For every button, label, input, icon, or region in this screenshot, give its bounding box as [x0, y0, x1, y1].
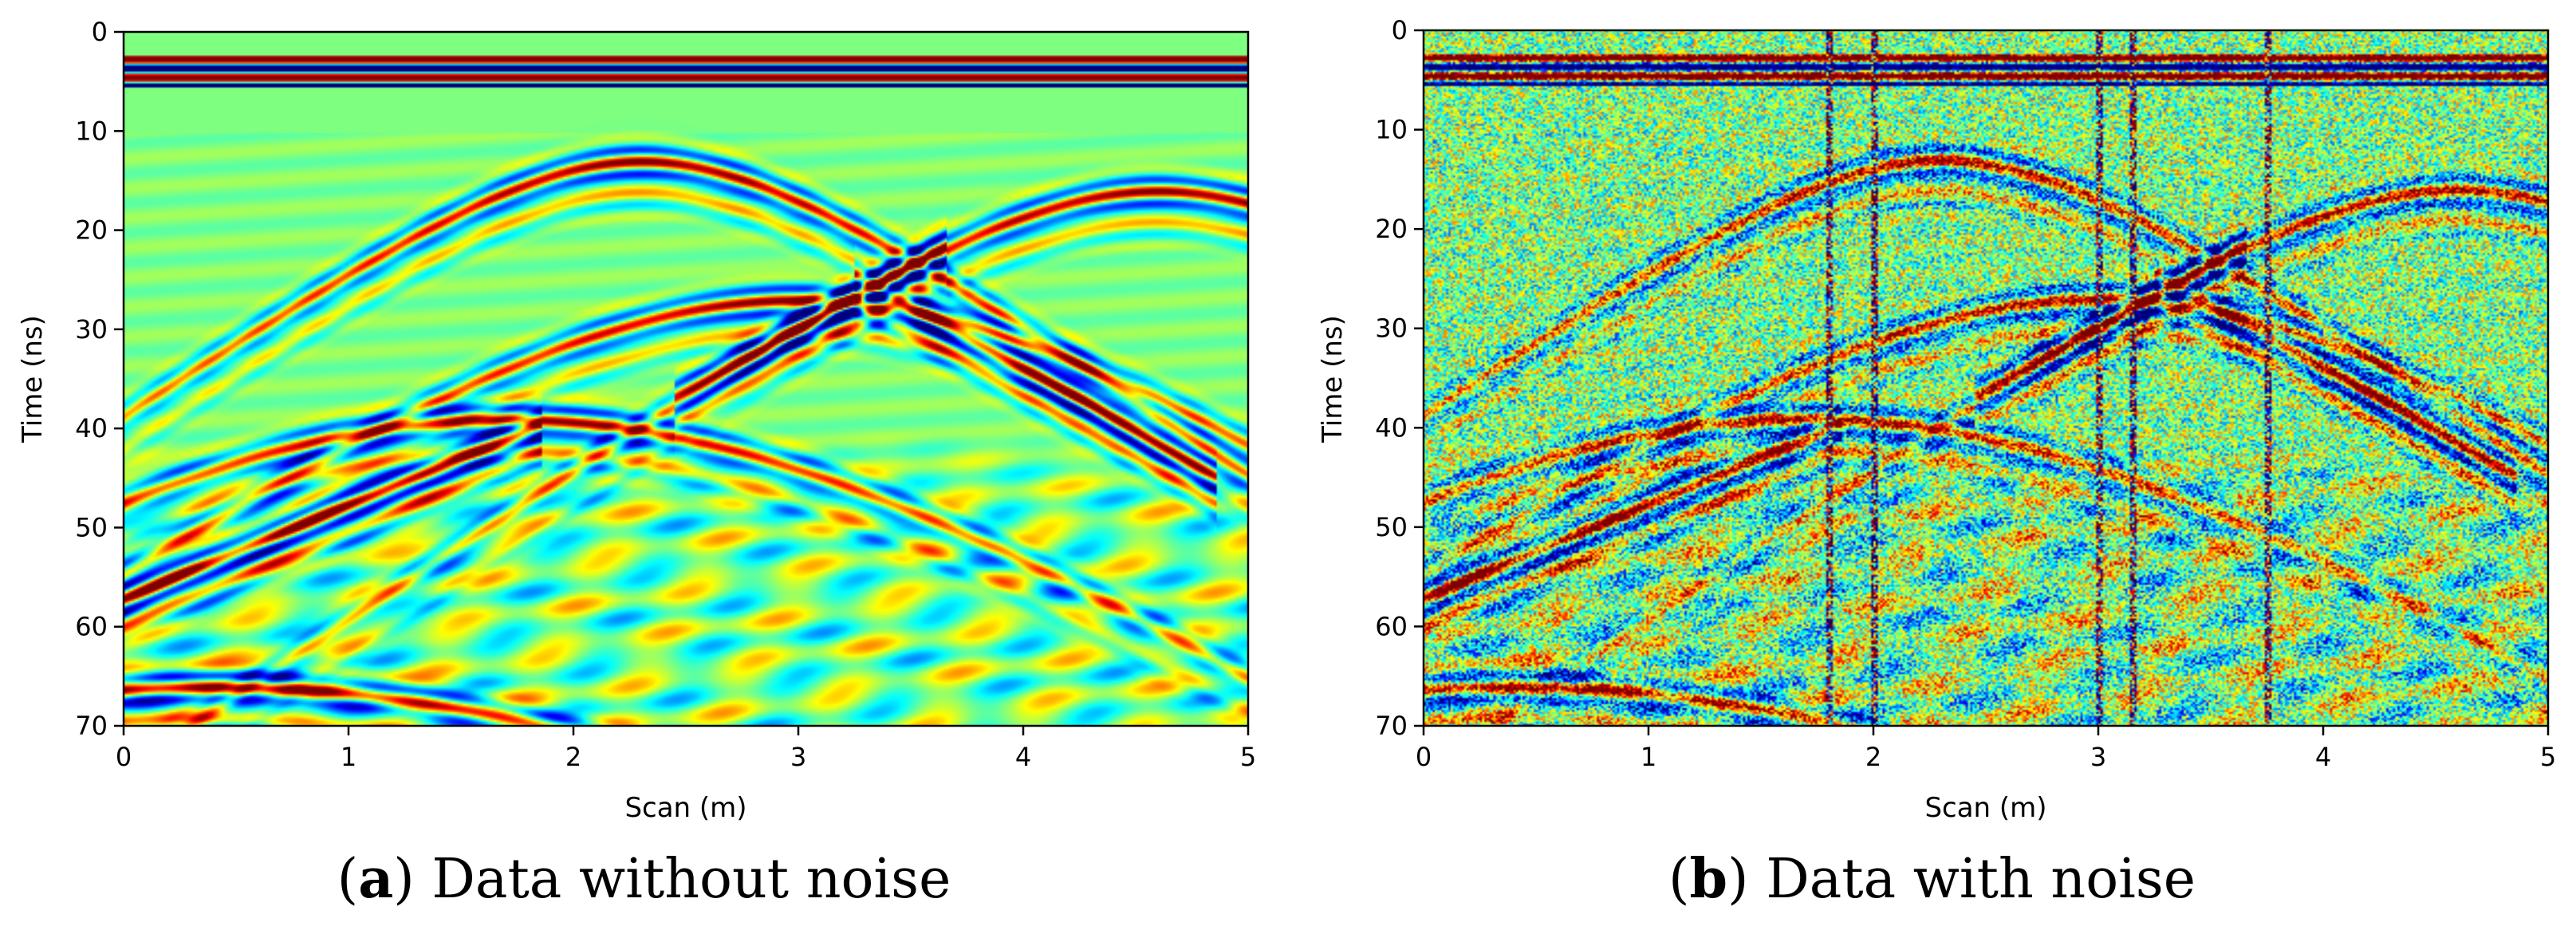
plot-area-a [122, 30, 1250, 727]
y-tick-label-a: 50 [75, 512, 108, 542]
caption-text-a: Data without noise [431, 848, 951, 911]
plot-area-b [1422, 29, 2550, 727]
y-tick-label-a: 10 [75, 116, 108, 146]
y-tick-label-a: 0 [92, 17, 108, 47]
y-tick-label-a: 70 [75, 711, 108, 741]
x-tick-label-b: 3 [2090, 742, 2106, 772]
y-tick-label-a: 30 [75, 314, 108, 345]
y-tick-label-b: 50 [1375, 512, 1408, 542]
x-tick-label-b: 2 [1865, 742, 1881, 772]
x-tick-label-a: 2 [565, 742, 581, 772]
x-tick-label-a: 1 [341, 742, 356, 772]
y-tick-label-b: 10 [1375, 115, 1408, 145]
y-tick-label-b: 70 [1375, 711, 1408, 741]
panel-a: 0 1 2 3 4 5 0 10 20 30 40 50 60 70 Scan (m) Time (ns)… [17, 17, 1256, 911]
x-tick-label-a: 3 [790, 742, 806, 772]
x-tick-label-b: 4 [2315, 742, 2331, 772]
plot-frame-a [122, 30, 1250, 727]
y-tick-label-b: 60 [1375, 611, 1408, 641]
panel-b: 0 1 2 3 4 5 0 10 20 30 40 50 60 70 Scan (m) Time (ns)… [1288, 0, 2576, 934]
caption-text-b: Data with noise [1766, 848, 2196, 911]
y-axis-label-b: Time (ns) [1317, 315, 1349, 443]
radargram-heatmap-b [1424, 30, 2548, 726]
x-tick-label-b: 1 [1641, 742, 1656, 772]
x-tick-label-b: 5 [2540, 742, 2556, 772]
x-tick-label-a: 4 [1015, 742, 1031, 772]
caption-letter-a: a [358, 847, 394, 911]
x-axis-label-b: Scan (m) [1924, 792, 2046, 824]
caption-b: (b) Data with noise [1668, 847, 2196, 911]
x-tick-label-b: 0 [1416, 742, 1432, 772]
x-tick-label-a: 0 [116, 742, 132, 772]
y-tick-label-b: 30 [1375, 313, 1408, 344]
y-axis-label-a: Time (ns) [17, 315, 49, 443]
caption-a: (a) Data without noise [337, 847, 951, 911]
y-tick-label-b: 40 [1375, 412, 1408, 443]
y-tick-label-b: 0 [1392, 15, 1408, 45]
y-tick-label-a: 20 [75, 215, 108, 246]
plot-frame-b [1422, 29, 2550, 727]
y-tick-label-a: 40 [75, 413, 108, 443]
x-axis-label-a: Scan (m) [624, 792, 746, 824]
caption-letter-b: b [1689, 847, 1728, 911]
radargram-heatmap-a [124, 32, 1248, 726]
y-tick-label-b: 20 [1375, 214, 1408, 244]
x-tick-label-a: 5 [1240, 742, 1256, 772]
y-tick-label-a: 60 [75, 612, 108, 642]
